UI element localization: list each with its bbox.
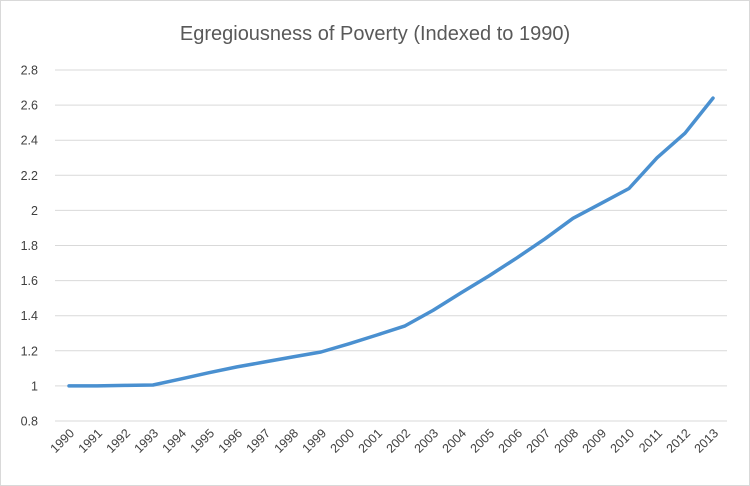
- y-tick-label: 2.8: [21, 64, 38, 78]
- y-tick-label: 1.2: [21, 344, 38, 358]
- y-tick-label: 1: [31, 379, 38, 393]
- y-tick-label: 1.6: [21, 274, 38, 288]
- y-tick-label: 2: [31, 204, 38, 218]
- chart-title: Egregiousness of Poverty (Indexed to 199…: [180, 23, 570, 45]
- x-tick-label: 1993: [132, 426, 162, 456]
- x-tick-label: 2007: [524, 426, 554, 456]
- x-tick-label: 2002: [384, 426, 414, 456]
- x-tick-label: 2006: [496, 426, 526, 456]
- gridlines: [55, 69, 727, 422]
- y-axis-ticks: 0.8 1 1.2 1.4 1.6 1.8 2 2.2 2.4 2.6 2.8: [21, 64, 38, 429]
- x-tick-label: 2008: [552, 426, 582, 456]
- x-tick-label: 1994: [160, 426, 190, 456]
- x-tick-label: 2012: [664, 426, 694, 456]
- x-tick-label: 1998: [272, 426, 302, 456]
- x-tick-label: 1996: [216, 426, 246, 456]
- x-tick-label: 2009: [580, 426, 610, 456]
- y-tick-label: 0.8: [21, 415, 38, 429]
- x-tick-label: 2001: [356, 426, 386, 456]
- x-tick-label: 1997: [244, 426, 274, 456]
- y-tick-label: 1.4: [21, 309, 38, 323]
- x-tick-label: 2013: [692, 426, 722, 456]
- y-tick-label: 2.6: [21, 99, 38, 113]
- series-layer: [67, 96, 715, 388]
- x-tick-label: 2010: [608, 426, 638, 456]
- x-tick-label: 2003: [412, 426, 442, 456]
- x-tick-label: 1995: [188, 426, 218, 456]
- series-line: [67, 96, 715, 388]
- x-tick-label: 2005: [468, 426, 498, 456]
- x-tick-label: 2004: [440, 426, 470, 456]
- y-tick-label: 2.4: [21, 134, 38, 148]
- x-axis-ticks: 1990199119921993199419951996199719981999…: [48, 426, 722, 456]
- x-tick-label: 1991: [76, 426, 106, 456]
- x-tick-label: 2011: [636, 426, 665, 455]
- x-tick-label: 2000: [328, 426, 358, 456]
- x-tick-label: 1992: [104, 426, 134, 456]
- y-tick-label: 2.2: [21, 169, 38, 183]
- x-tick-label: 1990: [48, 426, 78, 456]
- y-tick-label: 1.8: [21, 239, 38, 253]
- x-tick-label: 1999: [300, 426, 330, 456]
